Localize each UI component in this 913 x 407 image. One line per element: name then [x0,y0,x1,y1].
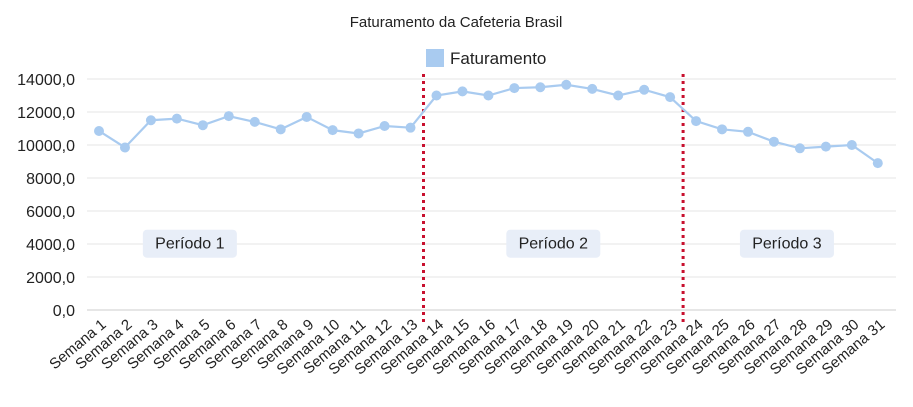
series-faturamento [94,79,883,169]
y-tick-label: 0,0 [53,303,75,320]
data-point [483,90,494,101]
legend-label: Faturamento [450,49,546,68]
data-point [119,142,130,153]
data-point [197,120,208,131]
data-point [820,141,831,152]
data-point [353,128,364,139]
data-point [639,84,650,95]
legend-swatch [426,49,444,67]
y-tick-label: 10000,0 [17,138,75,155]
data-point [275,124,286,135]
data-point [145,115,156,126]
data-point [872,158,883,169]
data-point [613,90,624,101]
data-point [94,125,104,136]
y-tick-label: 4000,0 [26,237,75,254]
y-axis: 0,0 2000,0 4000,0 6000,0 8000,0 10000,0 12000,… [17,72,75,320]
data-point [249,116,260,127]
data-point [846,140,857,150]
period-label-text: Período 1 [155,236,224,253]
data-point [561,79,572,90]
period-label: Período 1 [142,229,237,258]
data-point [743,126,753,137]
grid [87,78,896,311]
data-point [405,122,416,133]
period-label-box [506,229,601,258]
period-dividers [422,74,685,326]
data-point [379,121,390,132]
data-point [223,111,234,122]
y-tick-label: 8000,0 [26,171,75,188]
data-point [794,143,805,154]
period-label-text: Período 2 [519,236,588,253]
period-annotations: Período 1 Período 2 Período 3 [142,229,834,258]
data-point [431,90,442,101]
data-point [691,116,702,127]
data-point [587,83,598,94]
data-point [768,136,779,147]
y-tick-label: 6000,0 [26,204,75,221]
data-point [327,125,338,136]
data-point [535,82,546,93]
period-label: Período 3 [739,229,834,258]
period-label-box [739,229,834,258]
data-point [301,111,312,122]
period-label-text: Período 3 [752,236,821,253]
y-tick-label: 12000,0 [17,105,75,122]
data-point [509,83,520,94]
data-point [717,124,728,135]
data-point [171,113,182,124]
period-label-box [142,229,237,258]
chart-title: Faturamento da Cafeteria Brasil [350,14,563,31]
data-point [457,86,468,97]
data-point [665,92,676,103]
y-tick-label: 14000,0 [17,72,75,89]
y-tick-label: 2000,0 [26,270,75,287]
period-label: Período 2 [506,229,601,258]
